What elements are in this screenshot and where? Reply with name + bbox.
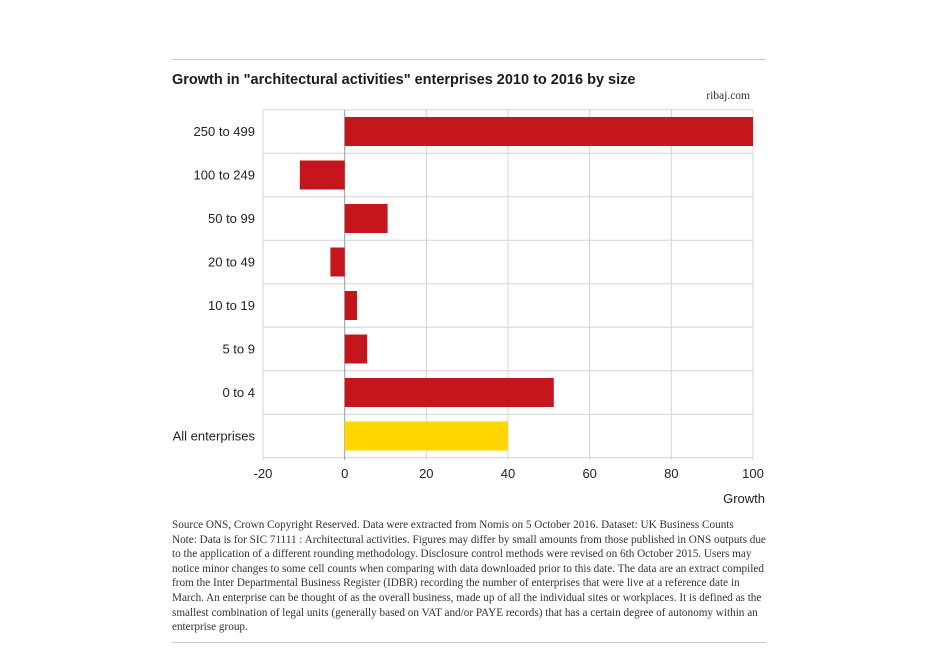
- category-label: 20 to 49: [208, 255, 255, 270]
- bar: [344, 117, 753, 146]
- category-label: All enterprises: [173, 429, 256, 444]
- x-tick-labels: -20 0 20 40 60 80 100: [254, 466, 764, 481]
- x-tick-label: 20: [419, 466, 433, 481]
- category-label: 250 to 499: [194, 124, 255, 139]
- chart-title: Growth in "architectural activities" ent…: [172, 72, 636, 88]
- bars: [299, 117, 753, 451]
- source-credit: ribaj.com: [706, 90, 750, 102]
- methodology-note: Note: Data is for SIC 71111 : Architectu…: [172, 533, 766, 634]
- bar: [344, 334, 368, 364]
- category-label: 0 to 4: [222, 385, 255, 400]
- bar: [299, 160, 345, 190]
- x-tick-label: 60: [582, 466, 596, 481]
- bar: [344, 291, 357, 320]
- x-axis-label: Growth: [723, 491, 765, 506]
- notes-block: Source ONS, Crown Copyright Reserved. Da…: [172, 518, 766, 635]
- x-tick-label: 80: [664, 466, 678, 481]
- bar: [344, 204, 388, 233]
- bottom-divider: [172, 642, 766, 643]
- category-label: 100 to 249: [194, 168, 255, 183]
- bar: [344, 378, 554, 407]
- x-tick-label: 100: [742, 466, 764, 481]
- x-tick-label: -20: [254, 466, 273, 481]
- category-label: 10 to 19: [208, 298, 255, 313]
- source-note: Source ONS, Crown Copyright Reserved. Da…: [172, 519, 734, 531]
- grid-lines: [262, 109, 754, 460]
- top-divider: [172, 59, 766, 60]
- bar: [330, 247, 345, 277]
- bar: [344, 421, 508, 451]
- x-tick-label: 40: [501, 466, 515, 481]
- category-labels: 250 to 499 100 to 249 50 to 99 20 to 49 10 t…: [173, 124, 256, 444]
- x-tick-label: 0: [341, 466, 348, 481]
- category-label: 5 to 9: [222, 342, 255, 357]
- category-label: 50 to 99: [208, 211, 255, 226]
